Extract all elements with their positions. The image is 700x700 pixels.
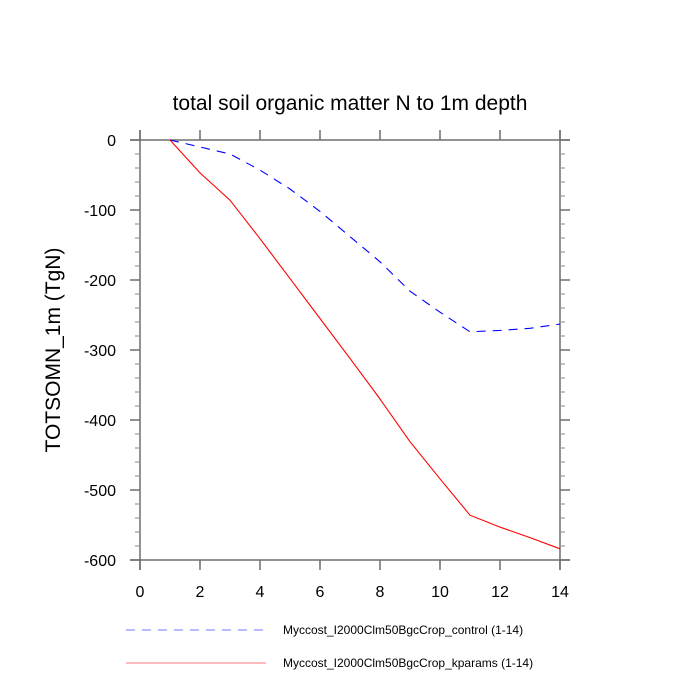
y-tick-label: -200 [84,273,116,290]
legend-label-kparams: Myccost_I2000Clm50BgcCrop_kparams (1-14) [283,656,533,670]
y-tick-label: -300 [84,343,116,360]
x-tick-label: 0 [136,584,145,601]
x-tick-label: 6 [316,584,325,601]
series-line-kparams [169,139,561,550]
legend: Myccost_I2000Clm50BgcCrop_control (1-14)… [126,623,533,670]
y-tick-label: -400 [84,413,116,430]
y-tick-label: -500 [84,483,116,500]
x-tick-label: 14 [551,584,569,601]
series-line-control [169,139,561,333]
y-tick-label: -100 [84,203,116,220]
legend-label-control: Myccost_I2000Clm50BgcCrop_control (1-14) [283,623,523,637]
series-layer [169,139,561,550]
x-tick-label: 8 [376,584,385,601]
axes: 0 2 4 6 8 10 12 14 0 -100 -200 -300 -400 -500 -600 [84,130,570,601]
y-tick-label: -600 [84,553,116,570]
x-tick-label: 4 [256,584,265,601]
y-tick-label: 0 [107,133,116,150]
x-tick-label: 2 [196,584,205,601]
chart-title: total soil organic matter N to 1m depth [173,92,528,115]
y-axis-label: TOTSOMN_1m (TgN) [42,248,65,453]
x-tick-label: 12 [491,584,509,601]
x-tick-label: 10 [431,584,449,601]
